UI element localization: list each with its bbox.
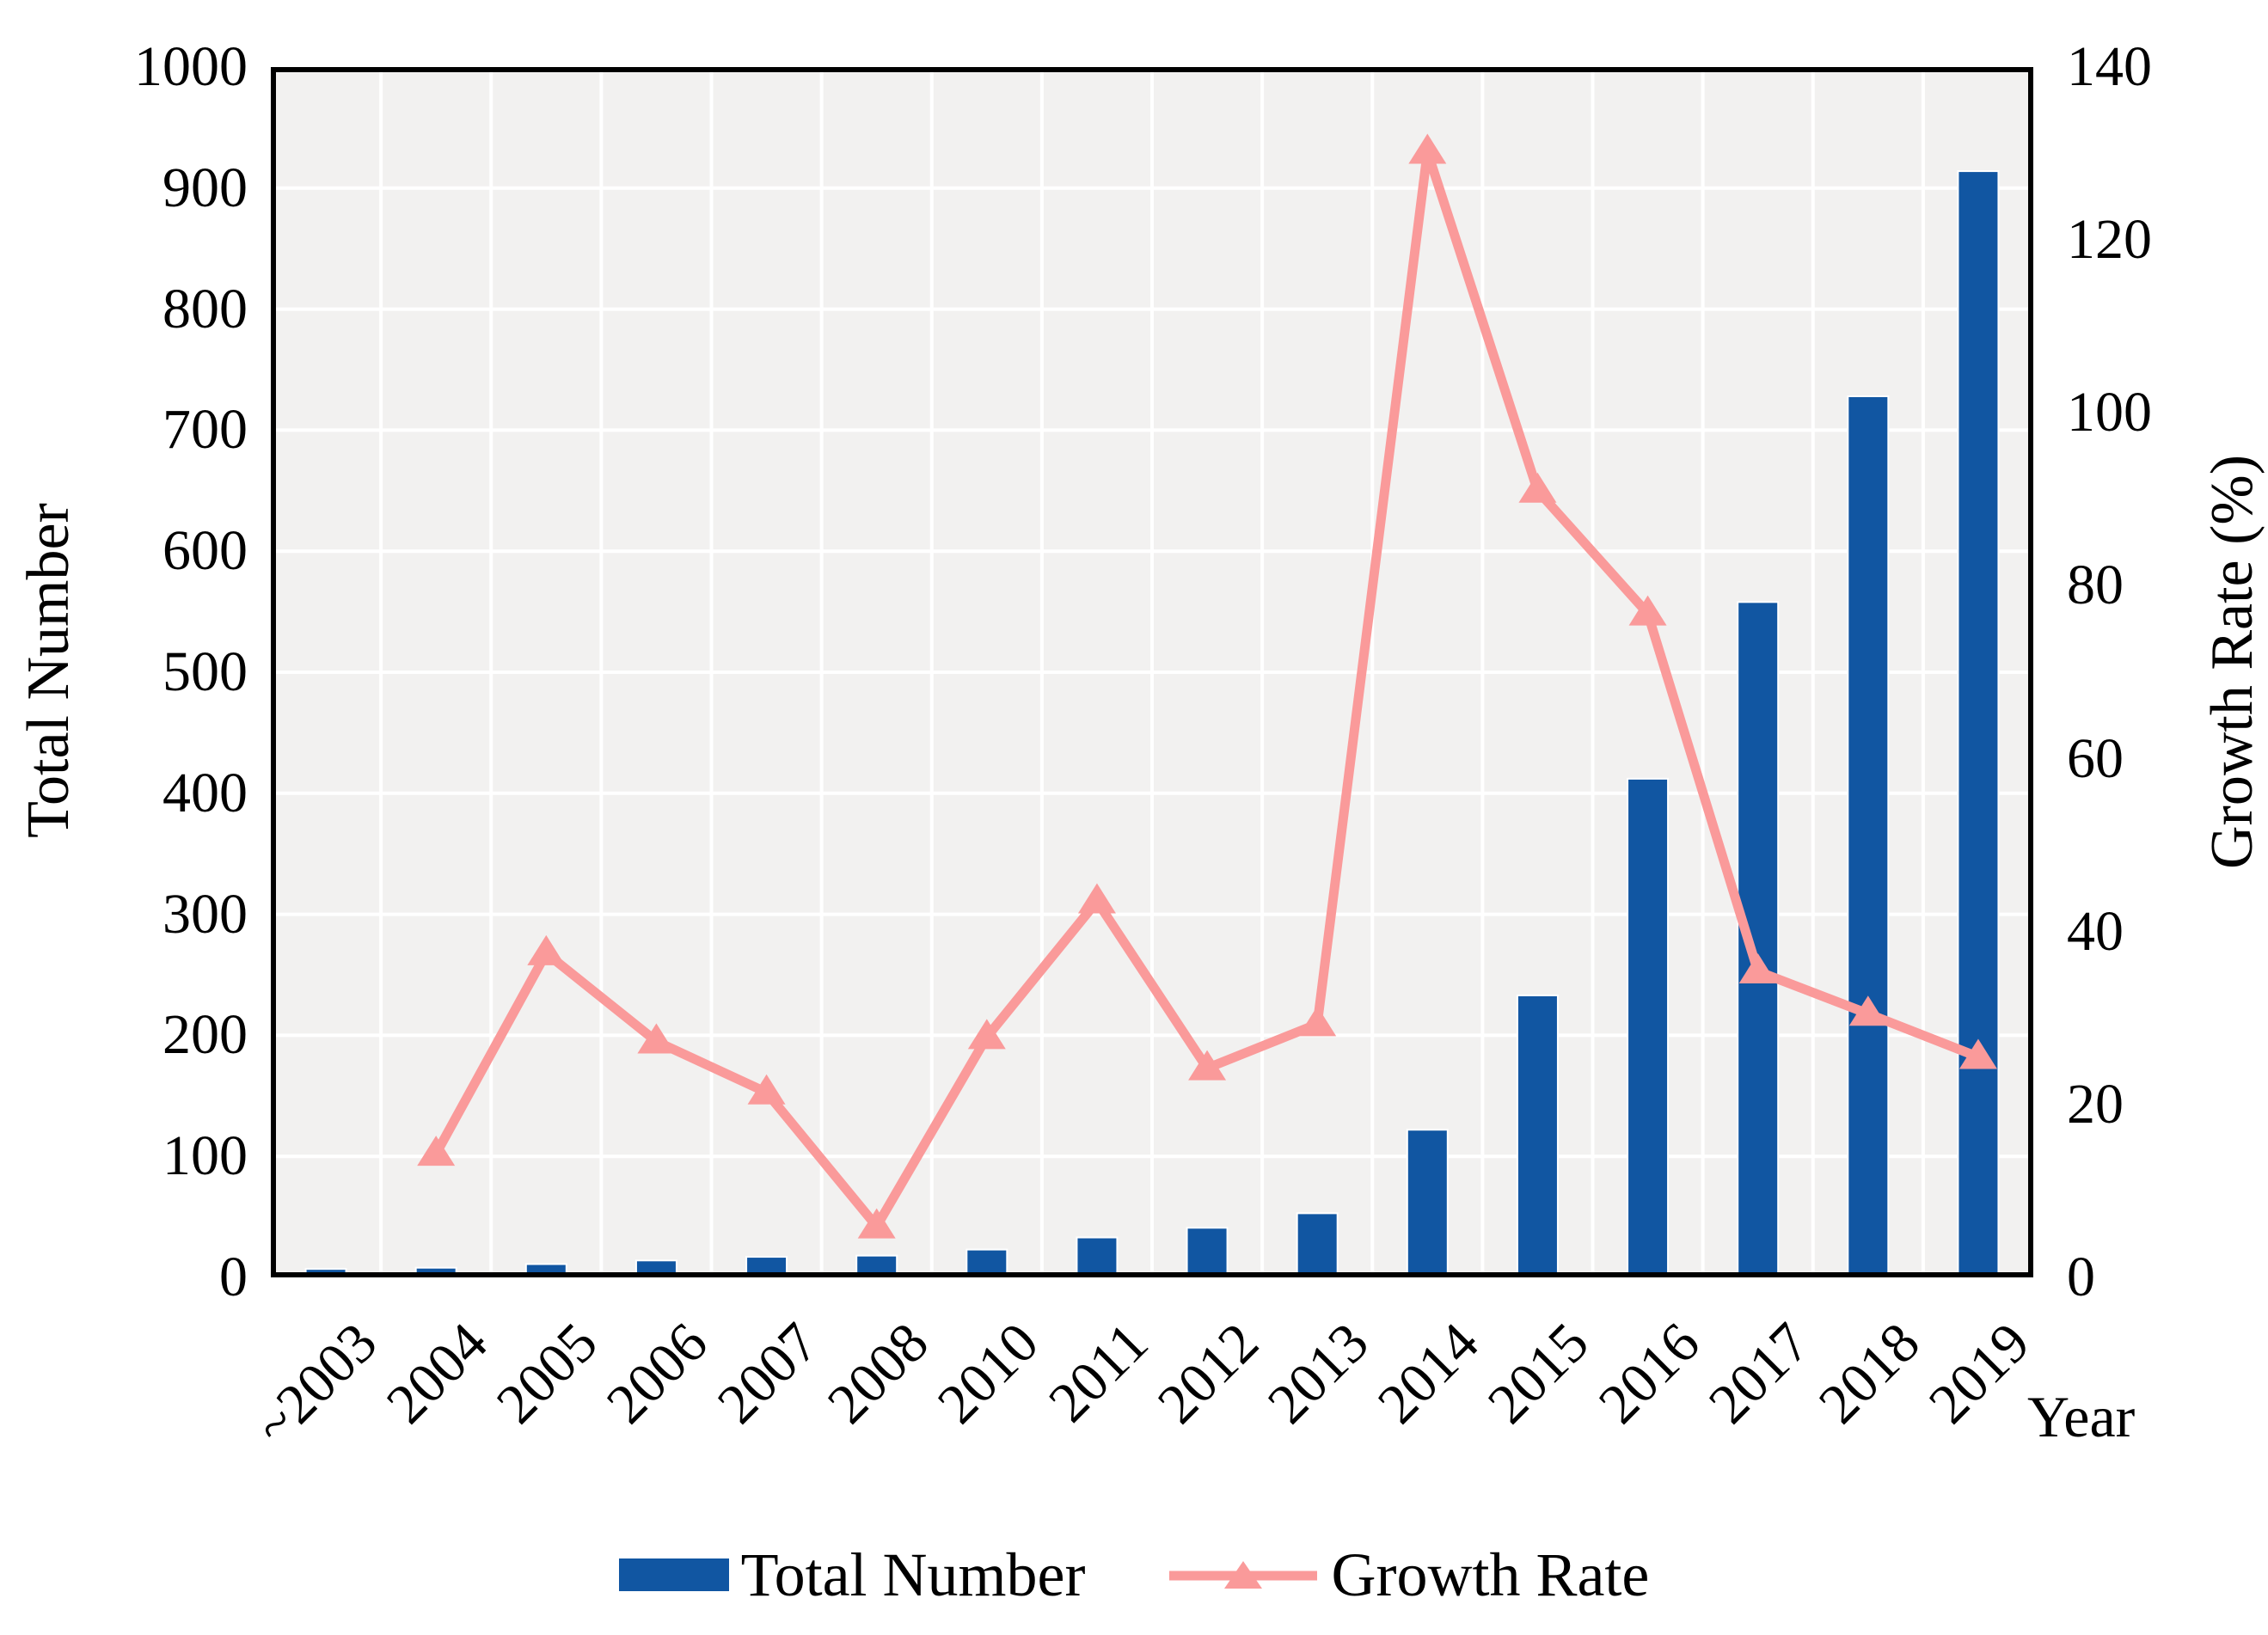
y-right-tick-100: 100: [2067, 381, 2152, 444]
marker-2008: [857, 1208, 896, 1239]
x-tick-2017: 2017: [1696, 1311, 1822, 1436]
y-right-tick-120: 120: [2067, 208, 2152, 272]
x-tick-2003: ~2003: [242, 1311, 389, 1458]
x-axis-title: Year: [2027, 1384, 2136, 1449]
bar-2014: [1406, 1129, 1449, 1277]
y-left-tick-1000: 1000: [134, 35, 248, 98]
y-axis-title-left: Total Number: [15, 503, 82, 838]
bar-2015: [1516, 994, 1559, 1277]
y-right-tick-60: 60: [2067, 726, 2124, 790]
marker-2012: [1188, 1050, 1227, 1081]
x-tick-2005: 2005: [485, 1311, 610, 1436]
bar-2018: [1847, 395, 1890, 1277]
y-axis-title-right: Growth Rate (%): [2199, 454, 2265, 870]
y-right-tick-20: 20: [2067, 1072, 2124, 1136]
y-left-tick-400: 400: [162, 761, 248, 824]
legend-label-growth-rate: Growth Rate: [1331, 1540, 1650, 1609]
marker-2011: [1077, 883, 1116, 914]
x-tick-2006: 2006: [595, 1311, 720, 1436]
x-tick-2004: 2004: [375, 1311, 500, 1436]
y-left-tick-200: 200: [162, 1003, 248, 1067]
y-right-tick-40: 40: [2067, 899, 2124, 963]
x-tick-2010: 2010: [925, 1311, 1051, 1436]
x-tick-2018: 2018: [1806, 1311, 1932, 1436]
y-left-tick-500: 500: [162, 640, 248, 703]
marker-2007: [747, 1074, 786, 1105]
legend-label-total-number: Total Number: [740, 1540, 1086, 1609]
x-tick-2014: 2014: [1366, 1311, 1492, 1436]
plot-border: [271, 67, 2033, 1277]
y-right-tick-0: 0: [2067, 1246, 2095, 1308]
legend: Total Number Growth Rate: [0, 1544, 2268, 1606]
marker-2019: [1958, 1038, 1997, 1069]
marker-2004: [417, 1136, 456, 1167]
y-right-tick-80: 80: [2067, 554, 2124, 617]
marker-2015: [1518, 472, 1557, 503]
legend-item-total-number: Total Number: [618, 1540, 1086, 1609]
y-left-tick-700: 700: [162, 398, 248, 462]
legend-line-swatch-icon: [1169, 1561, 1318, 1589]
marker-2005: [527, 934, 566, 965]
x-tick-2007: 2007: [705, 1311, 831, 1436]
x-tick-2019: 2019: [1916, 1311, 2042, 1436]
marker-2014: [1408, 133, 1447, 164]
y-left-tick-600: 600: [162, 519, 248, 583]
legend-bar-swatch-icon: [618, 1558, 729, 1591]
bar-2016: [1627, 777, 1670, 1277]
marker-2017: [1738, 952, 1777, 983]
x-tick-2012: 2012: [1145, 1311, 1271, 1436]
bar-2011: [1076, 1236, 1119, 1277]
y-left-tick-100: 100: [162, 1124, 248, 1188]
y-right-tick-140: 140: [2067, 35, 2152, 98]
x-tick-2016: 2016: [1586, 1311, 1712, 1436]
x-tick-2015: 2015: [1476, 1311, 1602, 1436]
marker-2013: [1298, 1006, 1337, 1037]
marker-2018: [1848, 995, 1887, 1026]
marker-2006: [637, 1023, 676, 1054]
x-tick-2013: 2013: [1256, 1311, 1381, 1436]
y-left-tick-300: 300: [162, 882, 248, 946]
bar-2012: [1186, 1227, 1229, 1277]
x-tick-2011: 2011: [1037, 1311, 1161, 1435]
y-left-tick-800: 800: [162, 277, 248, 340]
plot-area: [271, 67, 2033, 1277]
bar-2013: [1296, 1212, 1339, 1277]
x-tick-2008: 2008: [815, 1311, 941, 1436]
y-left-tick-900: 900: [162, 156, 248, 219]
bar-2019: [1957, 170, 2000, 1277]
legend-item-growth-rate: Growth Rate: [1168, 1544, 1649, 1606]
marker-2010: [967, 1019, 1006, 1050]
marker-2016: [1628, 595, 1667, 626]
y-left-tick-0: 0: [219, 1246, 248, 1308]
